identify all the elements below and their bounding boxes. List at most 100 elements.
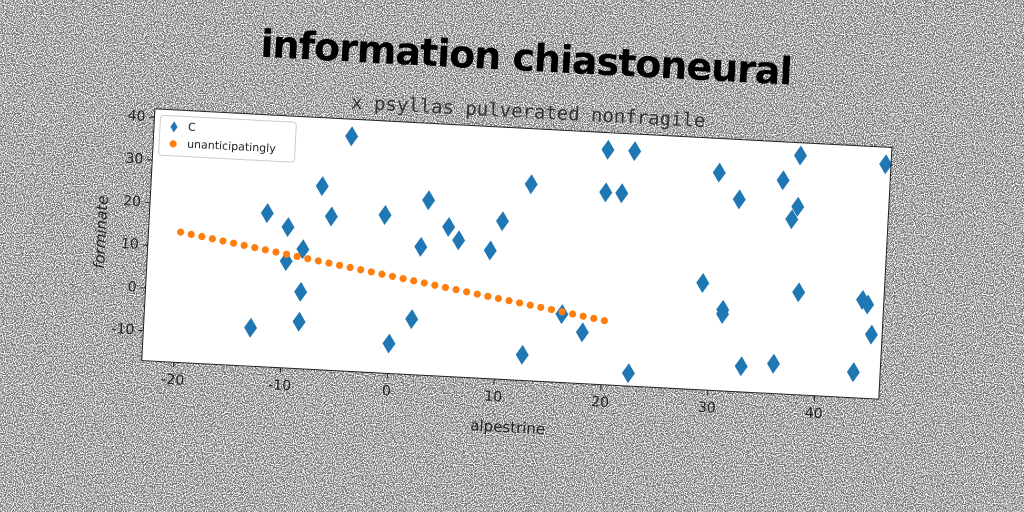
legend-marker xyxy=(169,140,177,148)
plot-area xyxy=(141,108,892,400)
point xyxy=(792,282,806,303)
point xyxy=(382,333,396,354)
legend-box xyxy=(158,114,297,163)
x-tick-label: 10 xyxy=(484,389,503,406)
y-tick-label: 40 xyxy=(127,108,146,125)
point xyxy=(281,217,295,238)
point xyxy=(452,230,466,251)
point xyxy=(526,301,534,309)
point xyxy=(442,216,456,237)
point xyxy=(599,182,613,203)
point xyxy=(846,362,860,383)
point xyxy=(187,230,195,238)
point xyxy=(292,311,306,332)
point xyxy=(601,139,615,160)
point xyxy=(496,211,509,232)
point xyxy=(558,308,566,316)
point xyxy=(484,292,492,300)
point xyxy=(431,281,439,289)
point xyxy=(579,312,587,320)
point xyxy=(590,314,598,323)
point xyxy=(793,145,807,166)
point xyxy=(272,248,280,256)
point xyxy=(569,310,577,318)
point xyxy=(516,299,524,307)
point xyxy=(399,274,407,283)
point xyxy=(879,154,893,175)
y-axis-label: forminate xyxy=(90,195,112,269)
point xyxy=(422,190,436,211)
point xyxy=(282,250,291,258)
point xyxy=(856,289,870,310)
x-axis-label: alpestrine xyxy=(470,416,546,438)
point xyxy=(600,317,608,325)
y-tick-label: 0 xyxy=(127,279,137,295)
point xyxy=(260,203,274,224)
x-tick-label: -20 xyxy=(161,372,185,389)
x-tick-label: 40 xyxy=(804,405,823,422)
legend-label: unanticipatingly xyxy=(187,138,277,156)
point xyxy=(357,266,365,274)
point xyxy=(767,353,780,374)
y-tick-label: 20 xyxy=(123,193,142,210)
point xyxy=(208,235,216,243)
point xyxy=(785,209,799,230)
legend-label: C xyxy=(188,121,197,134)
point xyxy=(388,272,397,280)
y-tick-label: 10 xyxy=(121,236,140,253)
point xyxy=(537,303,545,311)
point xyxy=(575,322,589,343)
y-tick-label: -10 xyxy=(111,321,135,338)
point xyxy=(452,286,460,294)
point xyxy=(345,126,359,147)
point xyxy=(524,174,538,195)
point xyxy=(325,259,333,267)
point xyxy=(463,288,471,296)
point xyxy=(177,228,185,236)
point xyxy=(314,257,322,265)
point xyxy=(335,261,344,269)
point xyxy=(716,304,730,324)
point xyxy=(615,183,629,204)
point xyxy=(791,196,805,217)
x-tick-label: 20 xyxy=(591,394,610,411)
point xyxy=(251,244,259,252)
point xyxy=(494,294,503,303)
y-tick-label: 30 xyxy=(125,151,144,168)
point xyxy=(405,309,419,330)
point xyxy=(378,205,392,226)
point xyxy=(861,294,875,315)
point xyxy=(410,277,418,285)
point xyxy=(547,305,556,314)
point xyxy=(776,170,790,191)
point xyxy=(294,281,308,302)
point xyxy=(240,241,248,249)
point xyxy=(864,324,878,345)
x-tick-label: 0 xyxy=(382,383,392,399)
point xyxy=(483,240,497,261)
point xyxy=(378,270,386,278)
point xyxy=(229,239,238,247)
point xyxy=(198,232,206,241)
point xyxy=(628,141,642,162)
point xyxy=(315,176,329,197)
point xyxy=(293,252,301,261)
point xyxy=(420,279,428,287)
point xyxy=(515,344,529,365)
point xyxy=(734,356,748,377)
point xyxy=(324,206,338,227)
x-tick-label: -10 xyxy=(268,377,292,394)
point xyxy=(712,162,726,183)
point xyxy=(473,290,481,298)
point xyxy=(261,246,269,254)
point xyxy=(696,273,710,293)
point xyxy=(346,263,354,272)
point xyxy=(244,317,258,338)
point xyxy=(367,268,375,276)
point xyxy=(732,189,746,210)
point xyxy=(441,283,450,292)
legend-marker xyxy=(170,121,178,133)
point xyxy=(505,297,513,305)
plot-frame xyxy=(141,108,893,400)
